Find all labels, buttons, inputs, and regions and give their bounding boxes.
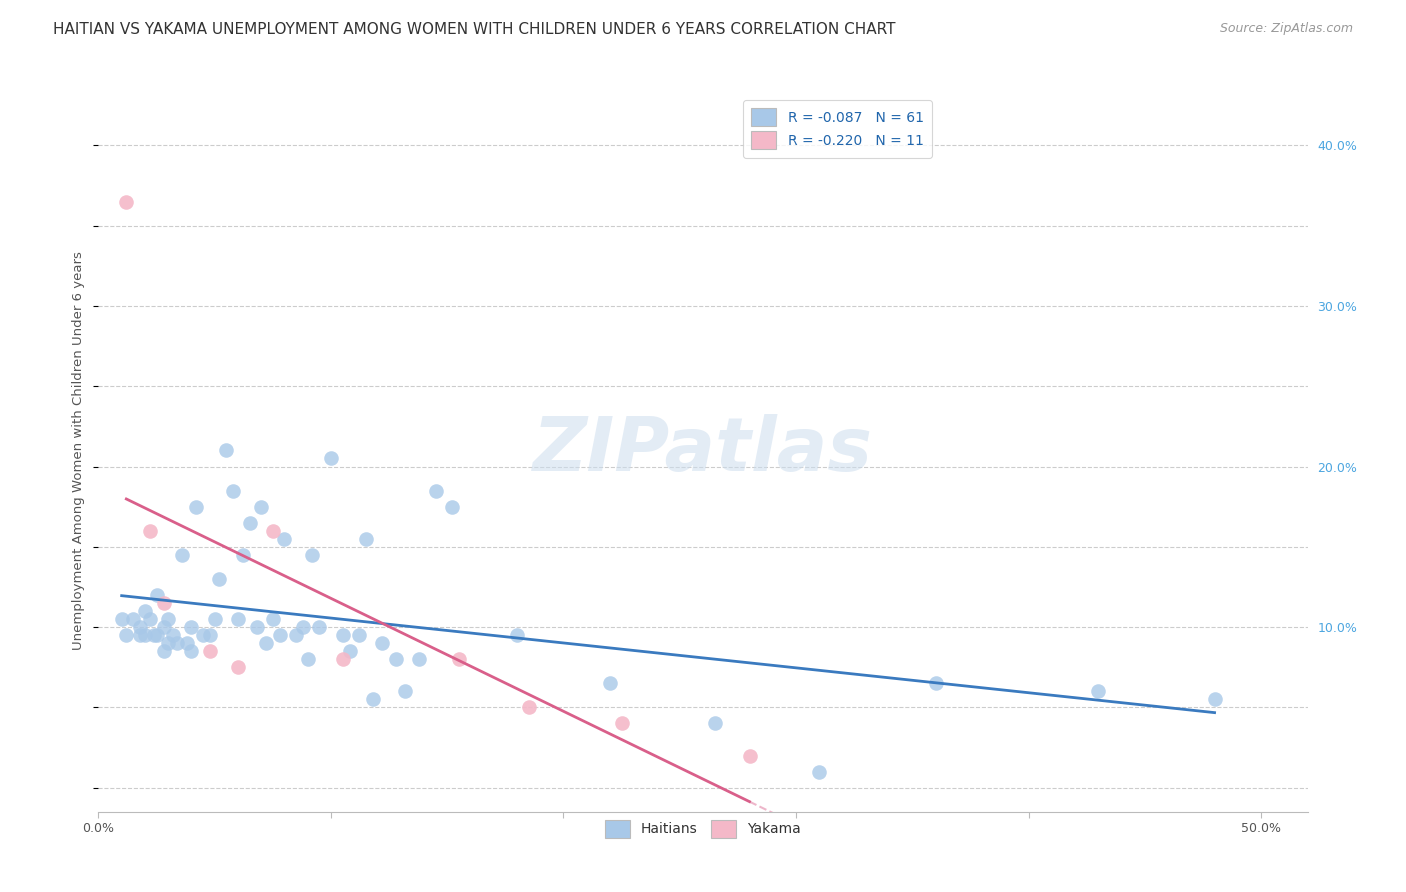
Point <box>129 620 152 634</box>
Point <box>517 700 540 714</box>
Point <box>292 620 315 634</box>
Point <box>162 628 184 642</box>
Text: HAITIAN VS YAKAMA UNEMPLOYMENT AMONG WOMEN WITH CHILDREN UNDER 6 YEARS CORRELATI: HAITIAN VS YAKAMA UNEMPLOYMENT AMONG WOM… <box>53 22 896 37</box>
Y-axis label: Unemployment Among Women with Children Under 6 years: Unemployment Among Women with Children U… <box>72 251 86 650</box>
Point <box>145 588 167 602</box>
Point <box>301 548 323 562</box>
Point <box>371 636 394 650</box>
Text: ZIPatlas: ZIPatlas <box>533 414 873 487</box>
Point <box>924 676 946 690</box>
Point <box>339 644 361 658</box>
Point <box>152 620 174 634</box>
Point <box>506 628 529 642</box>
Point <box>599 676 621 690</box>
Point <box>262 524 284 538</box>
Point <box>394 684 416 698</box>
Point <box>138 612 160 626</box>
Point <box>222 483 245 498</box>
Point <box>262 612 284 626</box>
Point <box>738 748 761 763</box>
Point <box>157 612 180 626</box>
Point <box>198 628 221 642</box>
Point <box>239 516 262 530</box>
Point <box>285 628 308 642</box>
Point <box>111 612 134 626</box>
Point <box>273 532 295 546</box>
Point <box>122 612 145 626</box>
Point <box>232 548 254 562</box>
Point <box>152 596 174 610</box>
Point <box>215 443 238 458</box>
Point <box>245 620 267 634</box>
Point <box>198 644 221 658</box>
Point <box>115 194 138 209</box>
Text: Source: ZipAtlas.com: Source: ZipAtlas.com <box>1219 22 1353 36</box>
Point <box>226 612 249 626</box>
Point <box>308 620 330 634</box>
Point <box>808 764 831 779</box>
Point <box>610 716 633 731</box>
Point <box>157 636 180 650</box>
Point <box>254 636 277 650</box>
Point <box>180 620 202 634</box>
Point <box>129 628 152 642</box>
Point <box>354 532 377 546</box>
Point <box>204 612 226 626</box>
Point <box>166 636 188 650</box>
Point <box>347 628 370 642</box>
Point <box>332 652 354 666</box>
Point <box>408 652 430 666</box>
Point <box>138 524 160 538</box>
Point <box>1204 692 1226 706</box>
Point <box>115 628 138 642</box>
Point <box>134 628 156 642</box>
Point <box>143 628 166 642</box>
Point <box>332 628 354 642</box>
Point <box>385 652 408 666</box>
Point <box>1087 684 1109 698</box>
Legend: Haitians, Yakama: Haitians, Yakama <box>598 813 808 845</box>
Point <box>226 660 249 674</box>
Point <box>425 483 447 498</box>
Point <box>172 548 194 562</box>
Point <box>145 628 167 642</box>
Point <box>361 692 384 706</box>
Point <box>184 500 207 514</box>
Point <box>447 652 470 666</box>
Point <box>208 572 231 586</box>
Point <box>297 652 319 666</box>
Point <box>269 628 291 642</box>
Point <box>176 636 198 650</box>
Point <box>152 644 174 658</box>
Point <box>250 500 273 514</box>
Point <box>191 628 214 642</box>
Point <box>180 644 202 658</box>
Point <box>134 604 156 618</box>
Point <box>703 716 725 731</box>
Point <box>440 500 463 514</box>
Point <box>319 451 342 466</box>
